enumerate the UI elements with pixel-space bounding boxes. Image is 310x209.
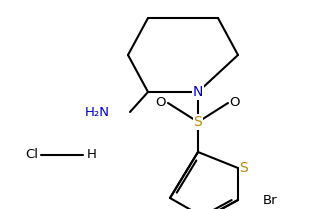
Text: Br: Br bbox=[263, 194, 277, 206]
Text: H: H bbox=[87, 149, 97, 162]
Text: S: S bbox=[240, 161, 248, 175]
Text: N: N bbox=[193, 85, 203, 99]
Text: Cl: Cl bbox=[25, 149, 38, 162]
Text: S: S bbox=[194, 115, 202, 129]
Text: O: O bbox=[156, 97, 166, 110]
Text: O: O bbox=[230, 97, 240, 110]
Text: H₂N: H₂N bbox=[85, 106, 109, 119]
